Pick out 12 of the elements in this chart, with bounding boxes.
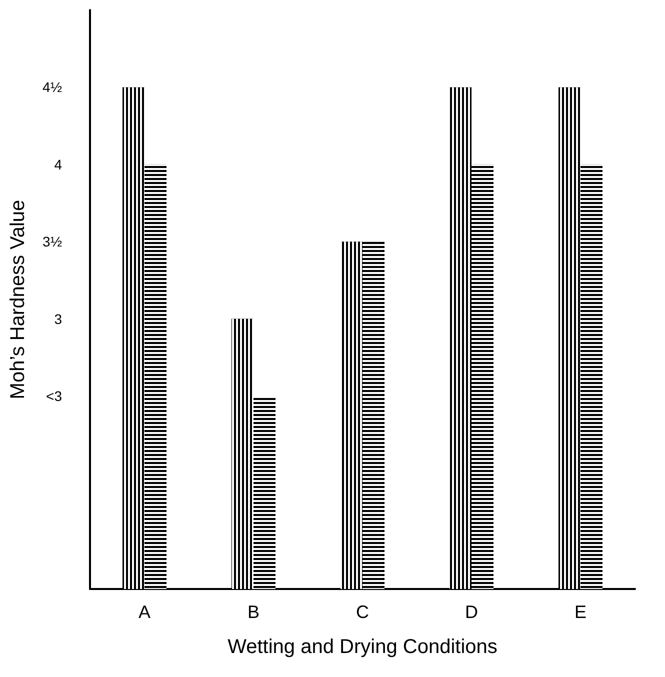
y-tick-label: <3	[46, 388, 62, 404]
y-tick-label: 4	[54, 156, 62, 172]
x-tick-label: E	[574, 602, 587, 622]
y-tick-label: 4½	[42, 79, 62, 96]
x-axis-title: Wetting and Drying Conditions	[228, 636, 498, 658]
y-tick-label: 3	[54, 310, 62, 327]
x-tick-label: C	[356, 602, 369, 622]
y-tick-label: 3½	[42, 234, 62, 250]
x-tick-label: A	[138, 602, 151, 622]
x-tick-label: D	[465, 602, 478, 622]
x-tick-label: B	[247, 602, 260, 622]
y-axis-title: Moh’s Hardness Value	[7, 200, 29, 400]
